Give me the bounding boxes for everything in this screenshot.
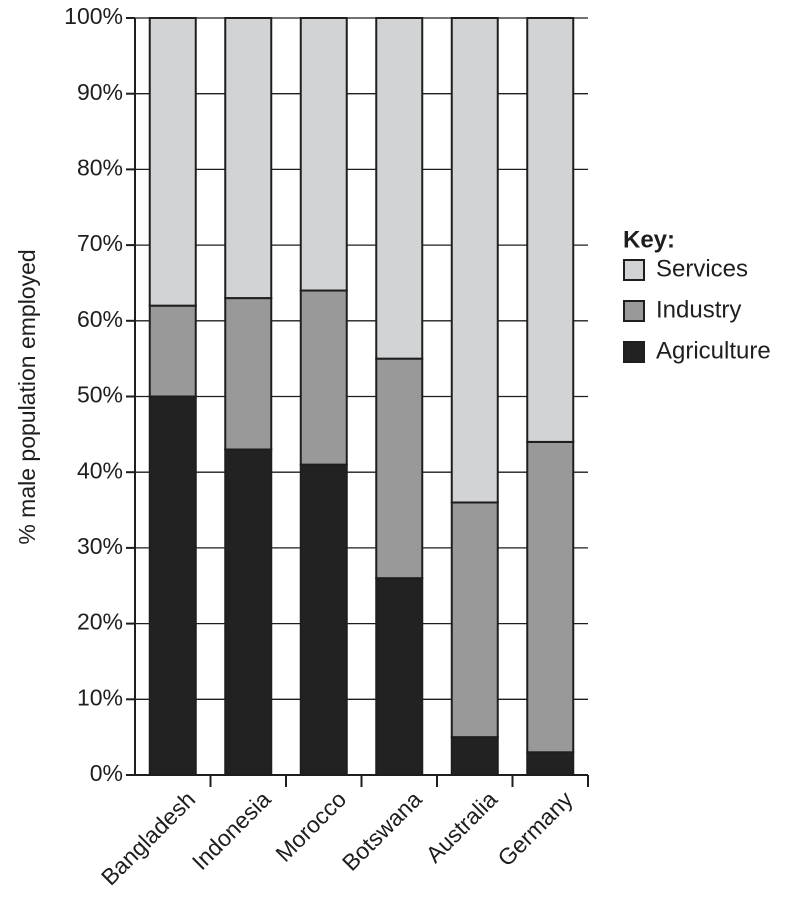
legend-label-services: Services bbox=[656, 255, 748, 282]
x-tick-label: Indonesia bbox=[187, 786, 276, 875]
legend-title: Key: bbox=[623, 226, 675, 253]
bar-services-botswana bbox=[375, 17, 424, 360]
bar-industry-morocco bbox=[299, 289, 348, 466]
y-tick-label: 0% bbox=[90, 760, 123, 786]
y-tick-label: 50% bbox=[77, 382, 123, 408]
bar-agriculture-germany bbox=[526, 751, 575, 776]
y-tick-label: 100% bbox=[64, 3, 123, 29]
x-tick-labels: BangladeshIndonesiaMoroccoBotswanaAustra… bbox=[96, 775, 589, 890]
gridlines bbox=[135, 17, 588, 700]
bar-services-bangladesh bbox=[148, 17, 197, 307]
x-tick-label: Bangladesh bbox=[96, 786, 200, 890]
x-tick-label: Germany bbox=[492, 786, 578, 872]
bar-industry-germany bbox=[526, 440, 575, 754]
y-tick-label: 30% bbox=[77, 533, 123, 559]
bar-industry-australia bbox=[450, 501, 499, 739]
bar-industry-bangladesh bbox=[148, 304, 197, 398]
x-tick-label: Australia bbox=[421, 786, 503, 868]
bar-services-australia bbox=[450, 17, 499, 504]
bar-agriculture-indonesia bbox=[224, 448, 273, 776]
legend-swatch-services bbox=[623, 259, 645, 281]
y-tick-label: 90% bbox=[77, 79, 123, 105]
bar-industry-botswana bbox=[375, 357, 424, 580]
bar-agriculture-botswana bbox=[375, 577, 424, 776]
bar-services-indonesia bbox=[224, 17, 273, 300]
y-tick-label: 10% bbox=[77, 684, 123, 710]
y-tick-label: 40% bbox=[77, 457, 123, 483]
legend-swatch-agriculture bbox=[623, 341, 645, 363]
y-tick-label: 20% bbox=[77, 609, 123, 635]
bar-services-germany bbox=[526, 17, 575, 443]
y-tick-labels: 0% 10% 20% 30% 40% 50% 60% 70% 80% 90% 100% bbox=[64, 3, 135, 786]
bars bbox=[148, 17, 575, 777]
y-tick-label: 80% bbox=[77, 154, 123, 180]
bar-agriculture-bangladesh bbox=[148, 395, 197, 776]
legend: Key: Services Industry Agriculture bbox=[623, 226, 771, 364]
bar-agriculture-morocco bbox=[299, 463, 348, 776]
legend-swatch-industry bbox=[623, 300, 645, 322]
y-tick-label: 60% bbox=[77, 306, 123, 332]
bar-industry-indonesia bbox=[224, 297, 273, 451]
legend-label-industry: Industry bbox=[656, 296, 741, 323]
y-axis-title: % male population employed bbox=[14, 249, 40, 544]
legend-label-agriculture: Agriculture bbox=[656, 337, 771, 364]
bar-agriculture-australia bbox=[450, 736, 499, 777]
x-tick-label: Botswana bbox=[337, 786, 427, 876]
y-tick-label: 70% bbox=[77, 230, 123, 256]
bar-services-morocco bbox=[299, 17, 348, 292]
